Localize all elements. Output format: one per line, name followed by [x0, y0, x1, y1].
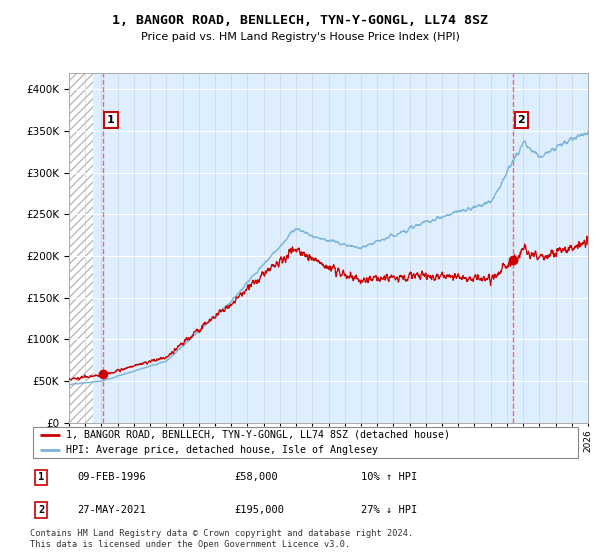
Text: 1: 1	[107, 115, 115, 125]
Text: £195,000: £195,000	[234, 505, 284, 515]
Text: HPI: Average price, detached house, Isle of Anglesey: HPI: Average price, detached house, Isle…	[66, 445, 378, 455]
Text: Contains HM Land Registry data © Crown copyright and database right 2024.
This d: Contains HM Land Registry data © Crown c…	[30, 529, 413, 549]
Text: 1: 1	[38, 473, 44, 483]
Text: 27-MAY-2021: 27-MAY-2021	[77, 505, 146, 515]
Text: 10% ↑ HPI: 10% ↑ HPI	[361, 473, 418, 483]
Text: £58,000: £58,000	[234, 473, 278, 483]
Text: 2: 2	[38, 505, 44, 515]
Bar	[69, 73, 94, 423]
FancyBboxPatch shape	[33, 427, 578, 458]
Text: 2: 2	[517, 115, 525, 125]
Text: 09-FEB-1996: 09-FEB-1996	[77, 473, 146, 483]
Text: 27% ↓ HPI: 27% ↓ HPI	[361, 505, 418, 515]
Text: 1, BANGOR ROAD, BENLLECH, TYN-Y-GONGL, LL74 8SZ: 1, BANGOR ROAD, BENLLECH, TYN-Y-GONGL, L…	[112, 14, 488, 27]
Text: 1, BANGOR ROAD, BENLLECH, TYN-Y-GONGL, LL74 8SZ (detached house): 1, BANGOR ROAD, BENLLECH, TYN-Y-GONGL, L…	[66, 430, 450, 440]
Text: Price paid vs. HM Land Registry's House Price Index (HPI): Price paid vs. HM Land Registry's House …	[140, 32, 460, 43]
